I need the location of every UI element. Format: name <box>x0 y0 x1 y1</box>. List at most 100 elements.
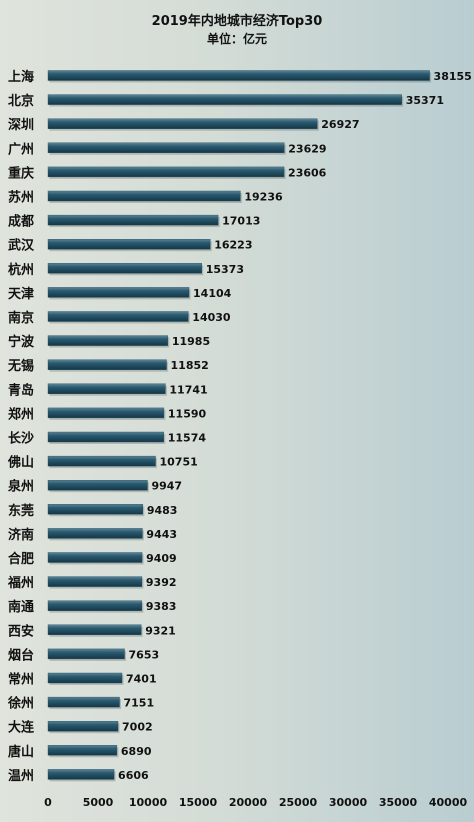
bar <box>47 648 125 660</box>
category-label: 青岛 <box>8 382 34 398</box>
category-label: 成都 <box>8 214 34 230</box>
data-label: 9383 <box>146 600 177 613</box>
bar <box>47 335 169 346</box>
data-label: 6606 <box>118 769 149 782</box>
data-label: 14030 <box>192 311 231 324</box>
data-label: 19236 <box>244 191 283 204</box>
category-label: 温州 <box>8 769 34 784</box>
data-label: 11985 <box>172 335 210 348</box>
data-label: 11741 <box>169 383 207 396</box>
data-label: 9321 <box>145 624 176 637</box>
x-tick-label: 10000 <box>129 796 168 809</box>
category-label: 常州 <box>8 672 34 688</box>
bar <box>47 528 143 539</box>
bar <box>47 721 119 732</box>
bar <box>47 359 167 370</box>
data-label: 35371 <box>406 94 444 107</box>
x-tick-label: 35000 <box>379 796 418 809</box>
data-label: 7401 <box>126 673 157 686</box>
bar <box>47 576 143 587</box>
category-label: 广州 <box>8 141 34 157</box>
data-label: 15373 <box>206 263 244 276</box>
data-label: 17013 <box>222 215 260 228</box>
category-label: 泉州 <box>8 479 34 495</box>
x-tick-label: 40000 <box>429 796 468 809</box>
bar <box>47 142 285 154</box>
category-label: 郑州 <box>8 406 34 422</box>
data-label: 11852 <box>171 359 209 372</box>
chart-title: 2019年内地城市经济Top30 <box>152 13 323 29</box>
bar <box>47 552 143 563</box>
x-tick-label: 20000 <box>229 796 268 809</box>
data-label: 9947 <box>151 480 182 493</box>
category-label: 长沙 <box>8 431 34 447</box>
data-label: 26927 <box>321 118 359 131</box>
bar <box>47 769 115 780</box>
bars-group: 上海 38155 北京 35371 深圳 26927 广州 23629 重庆 23606 苏州 192… <box>7 69 472 784</box>
category-label: 上海 <box>8 69 34 85</box>
data-label: 7653 <box>129 648 160 661</box>
bar <box>47 624 142 635</box>
x-tick-label: 30000 <box>329 796 368 809</box>
category-label: 无锡 <box>7 358 34 374</box>
category-label: 宁波 <box>8 334 35 350</box>
data-label: 9483 <box>147 504 178 517</box>
category-label: 天津 <box>8 286 34 302</box>
bar <box>47 696 120 708</box>
bar <box>47 431 164 443</box>
category-label: 合肥 <box>8 551 34 567</box>
category-label: 南京 <box>8 310 34 326</box>
data-label: 16223 <box>214 239 252 252</box>
category-label: 东莞 <box>8 503 34 519</box>
chart-subtitle: 单位：亿元 <box>207 31 267 46</box>
x-tick-label: 5000 <box>83 796 114 809</box>
category-label: 唐山 <box>8 744 34 760</box>
bar <box>47 263 202 274</box>
category-label: 徐州 <box>7 696 34 712</box>
bar <box>47 94 402 105</box>
bar <box>47 383 166 394</box>
bar <box>47 600 143 611</box>
bar <box>47 504 144 515</box>
data-label: 7002 <box>122 721 153 734</box>
x-tick-label: 25000 <box>279 796 318 809</box>
data-label: 10751 <box>160 456 198 469</box>
category-label: 杭州 <box>8 262 34 278</box>
bar <box>47 166 285 178</box>
category-label: 南通 <box>8 599 34 615</box>
data-label: 6890 <box>121 745 152 758</box>
category-label: 深圳 <box>8 117 34 133</box>
bar <box>47 311 189 322</box>
data-label: 11590 <box>168 407 207 420</box>
data-label: 11574 <box>168 432 207 445</box>
category-label: 大连 <box>8 720 35 736</box>
x-tick-label: 15000 <box>179 796 218 809</box>
bar <box>47 118 318 129</box>
category-label: 西安 <box>8 623 34 639</box>
data-label: 23606 <box>288 166 327 179</box>
bar <box>47 238 211 250</box>
category-label: 苏州 <box>8 190 34 206</box>
bar <box>47 480 148 491</box>
category-label: 烟台 <box>8 647 34 663</box>
x-tick-label: 0 <box>44 796 52 809</box>
category-label: 北京 <box>8 93 34 109</box>
data-label: 38155 <box>434 70 472 83</box>
data-label: 9443 <box>146 528 177 541</box>
bar <box>47 745 118 756</box>
category-label: 济南 <box>8 527 34 543</box>
data-label: 14104 <box>193 287 232 300</box>
bar <box>47 214 219 226</box>
data-label: 7151 <box>124 697 155 710</box>
bar <box>47 407 165 419</box>
bar <box>47 190 241 202</box>
category-label: 重庆 <box>8 165 34 181</box>
data-label: 23629 <box>288 142 326 155</box>
category-label: 佛山 <box>7 455 34 471</box>
category-label: 武汉 <box>8 238 35 254</box>
bar <box>47 287 190 298</box>
data-label: 9409 <box>146 552 177 565</box>
x-axis: 0 5000 10000 15000 20000 25000 30000 35000 40000 <box>44 796 467 809</box>
